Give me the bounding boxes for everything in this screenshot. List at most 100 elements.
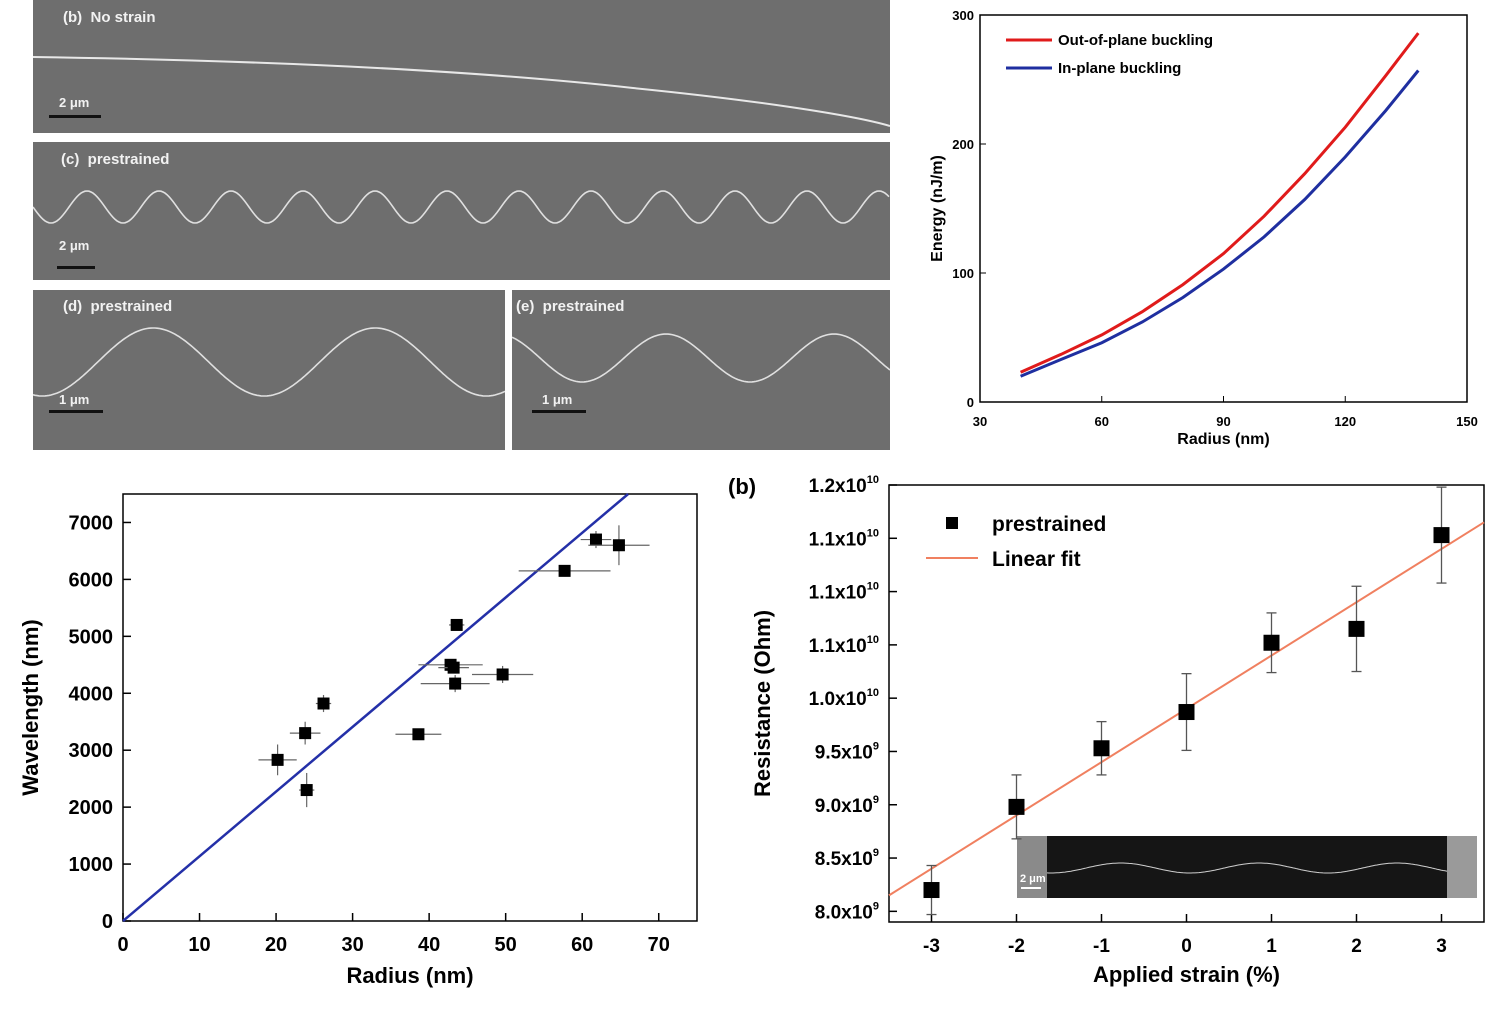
data-point — [271, 753, 284, 766]
x-tick-label: 70 — [648, 934, 670, 956]
scale-bar — [49, 115, 101, 118]
sem-panel-label: (d) prestrained — [63, 298, 173, 315]
data-point — [1433, 527, 1450, 544]
sem-panel-label: (b) No strain — [63, 9, 156, 26]
legend-label: Out-of-plane buckling — [1058, 32, 1213, 49]
x-tick-label: 60 — [571, 934, 593, 956]
y-tick-label: 2000 — [69, 797, 114, 819]
data-point — [449, 677, 462, 690]
x-tick-label: 3 — [1436, 936, 1447, 957]
x-tick-label: 0 — [117, 934, 128, 956]
x-tick-label: 1 — [1266, 936, 1277, 957]
y-axis-label: Wavelength (nm) — [18, 619, 43, 795]
y-tick-label: 300 — [952, 8, 974, 23]
panel-label: (b) — [728, 474, 756, 499]
x-tick-label: 30 — [973, 414, 987, 429]
plot-frame — [122, 493, 698, 922]
y-tick-label: 8.0x109 — [815, 900, 879, 923]
data-point — [447, 661, 460, 674]
wavelength-radius-chart: 0 10 20 30 40 50 60 70 0 1000 2000 3000 4000 5000 6000… — [18, 493, 698, 988]
inset-scale-label: 2 μm — [1020, 873, 1046, 885]
data-point — [558, 564, 571, 577]
wavy-nanowire-trace — [33, 190, 890, 224]
data-point — [589, 533, 602, 546]
x-tick-label: 10 — [188, 934, 210, 956]
x-tick-label: -3 — [923, 936, 940, 957]
wavy-nanowire-trace — [33, 327, 505, 397]
x-tick-label: 20 — [265, 934, 287, 956]
sem-panel-label: (e) prestrained — [516, 298, 625, 315]
x-tick-label: -1 — [1093, 936, 1110, 957]
scale-bar-label: 2 μm — [59, 95, 90, 110]
x-tick-label: 150 — [1456, 414, 1478, 429]
sem-panel-prestrained-c: (c) prestrained 2 μm — [33, 142, 890, 280]
x-tick-label: 50 — [495, 934, 517, 956]
data-point — [1178, 704, 1195, 721]
scale-bar-label: 1 μm — [59, 392, 90, 407]
data-point — [412, 728, 425, 741]
x-tick-label: 120 — [1334, 414, 1356, 429]
sem-panel-label: (c) prestrained — [61, 151, 170, 168]
data-point — [300, 784, 313, 797]
data-point — [923, 882, 940, 899]
y-tick-label: 4000 — [69, 683, 114, 705]
series-line — [1019, 32, 1420, 374]
x-axis-label: Radius (nm) — [346, 963, 473, 988]
data-point — [299, 727, 312, 740]
legend-label: In-plane buckling — [1058, 60, 1181, 77]
y-tick-label: 7000 — [69, 512, 114, 534]
x-tick-label: 90 — [1216, 414, 1230, 429]
energy-radius-chart: 30 60 90 120 150 0 100 200 300 Radius (nm) Energy … — [929, 8, 1478, 448]
scale-bar-label: 2 μm — [59, 238, 90, 253]
y-tick-label: 100 — [952, 266, 974, 281]
x-tick-label: -2 — [1008, 936, 1025, 957]
y-tick-label: 1.1x1010 — [809, 581, 879, 604]
scale-bar — [49, 410, 103, 413]
y-tick-label: 1.0x1010 — [809, 687, 879, 710]
y-tick-label: 1.1x1010 — [809, 634, 879, 657]
sem-panel-prestrained-d: (d) prestrained 1 μm — [33, 290, 505, 450]
data-point — [1348, 620, 1365, 637]
sem-panel-no-strain: (b) No strain 2 μm — [33, 0, 890, 133]
x-axis-label: Applied strain (%) — [1093, 962, 1280, 987]
legend-label: Linear fit — [992, 548, 1081, 571]
data-point — [1008, 798, 1025, 815]
y-tick-label: 8.5x109 — [815, 847, 879, 870]
y-tick-label: 0 — [102, 911, 113, 933]
x-tick-label: 0 — [1181, 936, 1192, 957]
y-tick-label: 6000 — [69, 569, 114, 591]
x-axis-label: Radius (nm) — [1177, 431, 1269, 448]
nanowire-trace — [33, 56, 890, 127]
scale-bar-label: 1 μm — [542, 392, 573, 407]
y-tick-label: 1.1x1010 — [809, 527, 879, 550]
x-tick-label: 40 — [418, 934, 440, 956]
y-tick-label: 200 — [952, 137, 974, 152]
series-line — [1020, 69, 1420, 378]
data-point — [317, 697, 330, 710]
data-point — [1093, 740, 1110, 757]
inset-image — [1017, 836, 1477, 898]
y-tick-label: 1.2x1010 — [809, 474, 879, 497]
scale-bar — [532, 410, 586, 413]
data-point — [496, 668, 509, 681]
data-point — [450, 618, 463, 631]
inset-nanowire — [1046, 862, 1448, 874]
data-point — [612, 539, 625, 552]
sem-panel-prestrained-e: (e) prestrained 1 μm — [512, 290, 890, 450]
data-point — [1263, 634, 1280, 651]
inset-electrode-right — [1447, 836, 1477, 898]
plot-frame — [979, 14, 1468, 403]
legend-label: prestrained — [992, 513, 1106, 536]
x-tick-label: 30 — [341, 934, 363, 956]
y-axis-label: Energy (nJ/m) — [929, 155, 946, 262]
y-tick-label: 0 — [967, 395, 974, 410]
scale-bar — [57, 266, 95, 269]
wavy-nanowire-trace — [512, 333, 890, 383]
legend-marker — [946, 517, 958, 529]
y-tick-label: 5000 — [69, 626, 114, 648]
x-tick-label: 60 — [1095, 414, 1109, 429]
y-tick-label: 3000 — [69, 740, 114, 762]
y-tick-label: 9.0x109 — [815, 794, 879, 817]
x-tick-label: 2 — [1351, 936, 1362, 957]
y-axis-label: Resistance (Ohm) — [750, 610, 775, 797]
